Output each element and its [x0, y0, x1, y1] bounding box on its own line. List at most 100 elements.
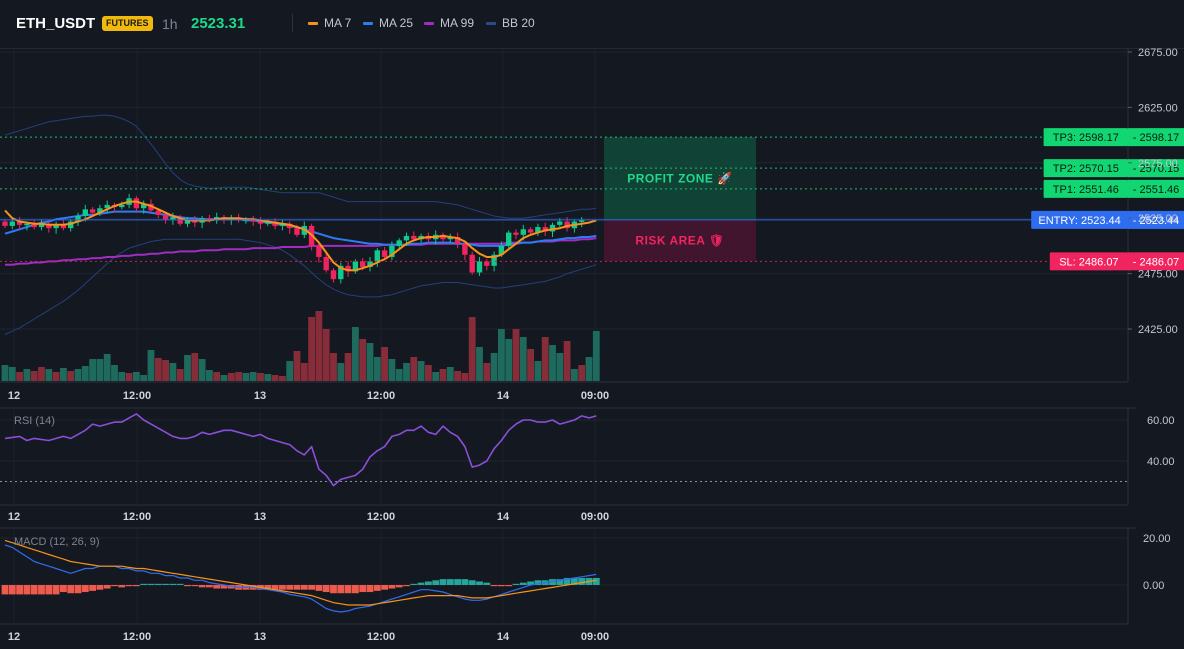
- macd-histogram-bar: [81, 585, 89, 593]
- volume-bar: [242, 373, 250, 381]
- candle-body: [557, 221, 563, 225]
- macd-histogram-bar: [30, 585, 38, 595]
- macd-histogram-bar: [213, 585, 221, 589]
- volume-bar: [60, 368, 67, 381]
- chart-header: ETH_USDT FUTURES 1h 2523.31 MA 7 MA 25 M…: [0, 0, 1184, 49]
- volume-bar: [227, 373, 235, 381]
- macd-histogram-bar: [162, 583, 169, 585]
- price-axis-label: 2525.00: [1138, 213, 1178, 225]
- volume-bar: [154, 358, 162, 381]
- ma7-line: [4, 200, 597, 272]
- macd-histogram-bar: [395, 585, 403, 588]
- time-axis-label: 12: [8, 511, 20, 523]
- macd-histogram-bar: [373, 585, 381, 591]
- macd-histogram-bar: [403, 585, 410, 587]
- candle-body: [82, 209, 88, 216]
- candle-body: [484, 261, 490, 266]
- volume-bar: [483, 363, 491, 381]
- volume-bar: [410, 357, 418, 381]
- candle-body: [469, 254, 475, 273]
- level-tag-text: ENTRY: 2523.44: [1038, 215, 1120, 227]
- macd-histogram-bar: [425, 581, 432, 585]
- macd-signal-line: [4, 539, 597, 606]
- macd-histogram-bar: [300, 585, 308, 590]
- macd-line: [4, 544, 597, 613]
- volume-bar: [512, 329, 520, 381]
- macd-histogram-bar: [534, 580, 542, 585]
- candle-body: [367, 261, 373, 267]
- macd-histogram-bar: [432, 580, 440, 585]
- volume-bar: [81, 366, 89, 381]
- timeframe-selector[interactable]: 1h: [162, 16, 178, 32]
- volume-bar: [446, 367, 454, 381]
- candle-body: [170, 217, 176, 220]
- macd-title: MACD (12, 26, 9): [14, 536, 100, 548]
- candle-body: [454, 237, 461, 244]
- candle-body: [257, 221, 264, 224]
- bollinger-lower-band: [4, 238, 597, 335]
- volume-bar: [359, 339, 367, 381]
- candle-body: [520, 229, 526, 235]
- candle-body: [265, 221, 271, 224]
- macd-histogram-bar: [563, 577, 571, 585]
- volume-bar: [395, 369, 403, 381]
- volume-bar: [373, 357, 381, 381]
- volume-bar: [476, 347, 483, 381]
- candle-body: [2, 221, 8, 226]
- candle-body: [506, 232, 512, 246]
- candle-body: [287, 223, 293, 229]
- level-tag-text: SL: 2486.07: [1059, 256, 1118, 268]
- macd-histogram-bar: [154, 583, 162, 585]
- time-axis-label: 12: [8, 631, 20, 643]
- macd-histogram-bar: [578, 577, 586, 585]
- candle-body: [46, 223, 52, 229]
- macd-histogram-bar: [527, 581, 534, 585]
- candle-body: [24, 223, 30, 226]
- macd-histogram-bar: [147, 583, 155, 585]
- candle-body: [38, 223, 45, 228]
- level-tag-text: TP1: 2551.46: [1053, 184, 1119, 196]
- axis-price-tag-text: - 2598.17: [1133, 132, 1179, 144]
- axis-price-tag-tp3: [1128, 128, 1184, 147]
- macd-histogram-bar: [556, 579, 564, 585]
- candle-body: [462, 243, 468, 255]
- axis-price-tag-sl: [1128, 252, 1184, 271]
- legend-bb20[interactable]: BB 20: [486, 16, 535, 30]
- volume-bar: [96, 359, 104, 381]
- candle-body: [155, 210, 161, 215]
- volume-bar: [505, 339, 513, 381]
- volume-bar: [468, 317, 476, 381]
- volume-bar: [140, 375, 148, 381]
- candle-body: [338, 265, 344, 280]
- price-axis-label: 2425.00: [1138, 324, 1178, 336]
- macd-histogram-bar: [519, 582, 527, 585]
- volume-bar: [52, 372, 60, 381]
- legend-ma25[interactable]: MA 25: [363, 16, 413, 30]
- candle-body: [374, 250, 380, 262]
- candle-body: [294, 228, 300, 235]
- legend-ma99[interactable]: MA 99: [424, 16, 474, 30]
- rsi-line: [4, 413, 597, 487]
- macd-histogram-bar: [8, 585, 16, 595]
- price-axis-label: 2675.00: [1138, 47, 1178, 59]
- time-axis-label: 12:00: [367, 511, 395, 523]
- symbol-name[interactable]: ETH_USDT: [16, 15, 96, 32]
- macd-histogram-bar: [468, 580, 476, 585]
- volume-bar: [541, 337, 549, 381]
- volume-bar: [527, 349, 534, 381]
- macd-histogram-bar: [118, 585, 126, 588]
- volume-bar: [300, 363, 308, 381]
- volume-bar: [490, 353, 498, 381]
- volume-bar: [337, 363, 345, 381]
- level-tag-sl: [1049, 252, 1128, 271]
- macd-histogram-bar: [264, 585, 272, 590]
- legend-ma7[interactable]: MA 7: [308, 16, 351, 30]
- macd-histogram-bar: [592, 577, 600, 585]
- volume-bar: [592, 331, 600, 381]
- macd-histogram-bar: [140, 583, 148, 585]
- candle-body: [272, 221, 278, 226]
- level-tag-entry: [1031, 210, 1128, 229]
- volume-bar: [67, 371, 75, 381]
- legend-swatch: [486, 21, 496, 25]
